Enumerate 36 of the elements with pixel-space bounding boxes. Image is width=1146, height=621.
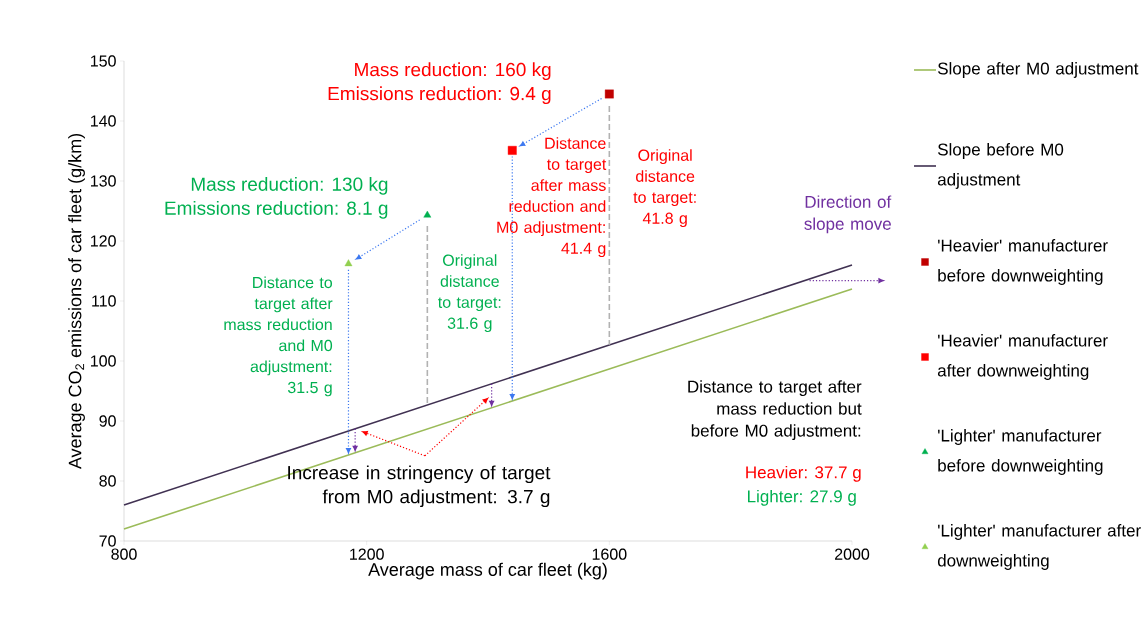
legend-label: 'Lighter' manufacturer before downweighting <box>938 429 1103 475</box>
legend-label: Slope after M0 adjustment <box>937 62 1139 78</box>
annotation: Lighter: 27.9 g <box>748 489 856 506</box>
y-tick-label: 120 <box>91 235 116 247</box>
legend-label: 'Lighter' manufacturer after downweighting <box>937 524 1141 570</box>
annotation: Distance to target after mass reduction and M0 adjustment: 31.5 g <box>224 276 333 397</box>
x-tick-label: 800 <box>111 548 137 560</box>
y-tick-label: 140 <box>91 115 116 127</box>
annotation: Emissions reduction: 8.1 g <box>165 200 388 219</box>
legend-label: 'Heavier' manufacturer after downweighting <box>937 334 1108 380</box>
legend-label: Slope before M0 adjustment <box>937 143 1064 189</box>
annotation: Heavier: 37.7 g <box>746 465 861 482</box>
point <box>423 210 432 218</box>
y-tick-label: 110 <box>92 295 116 307</box>
annotation: Distance to target after mass reduction but before M0 adjustment: <box>688 380 862 441</box>
point <box>507 146 517 155</box>
point <box>344 259 353 267</box>
y-tick-label: 70 <box>99 535 116 547</box>
y-tick-label: 150 <box>91 55 116 67</box>
y-tick-label: 90 <box>99 415 116 427</box>
y-tick-label: 80 <box>99 475 116 487</box>
x-axis-title: Average mass of car fleet (kg) <box>368 562 607 580</box>
annotation: Direction of slope move <box>804 195 892 234</box>
x-tick-label: 1600 <box>592 548 627 560</box>
annotation: Emissions reduction: 9.4 g <box>328 86 551 105</box>
annotation: Mass reduction: 160 kg <box>355 62 551 81</box>
annotation: Mass reduction: 130 kg <box>191 176 388 195</box>
legend-label: 'Heavier' manufacturer before downweighting <box>938 239 1108 285</box>
annotation: Increase in stringency of target from M0 adjustment: 3.7 g <box>288 465 551 508</box>
x-tick-label: 1200 <box>350 548 384 560</box>
x-tick-label: 2000 <box>835 548 870 560</box>
y-tick-label: 130 <box>91 175 116 187</box>
point <box>604 89 614 99</box>
annotation: Original distance to target: 41.8 g <box>633 149 696 228</box>
y-tick-label: 100 <box>91 355 116 367</box>
y-axis-title: Average CO$_{2}$ emissions of car fleet (g/km) <box>68 134 85 470</box>
